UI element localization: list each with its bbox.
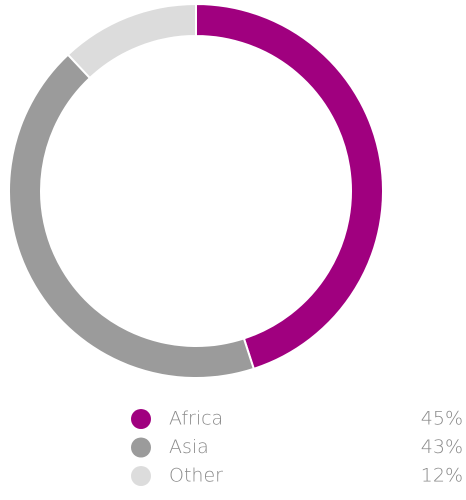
legend-swatch <box>131 409 151 429</box>
legend-label: Africa <box>169 408 223 430</box>
legend-label: Other <box>169 465 223 487</box>
legend-swatch <box>131 466 151 486</box>
legend-value: 12% <box>421 465 463 487</box>
legend-value: 43% <box>421 436 463 458</box>
donut-segment <box>66 2 197 80</box>
legend-label: Asia <box>169 436 209 458</box>
donut-segment <box>195 2 384 371</box>
legend-value: 45% <box>421 408 463 430</box>
donut-segment <box>8 53 256 379</box>
legend-swatch <box>131 437 151 458</box>
